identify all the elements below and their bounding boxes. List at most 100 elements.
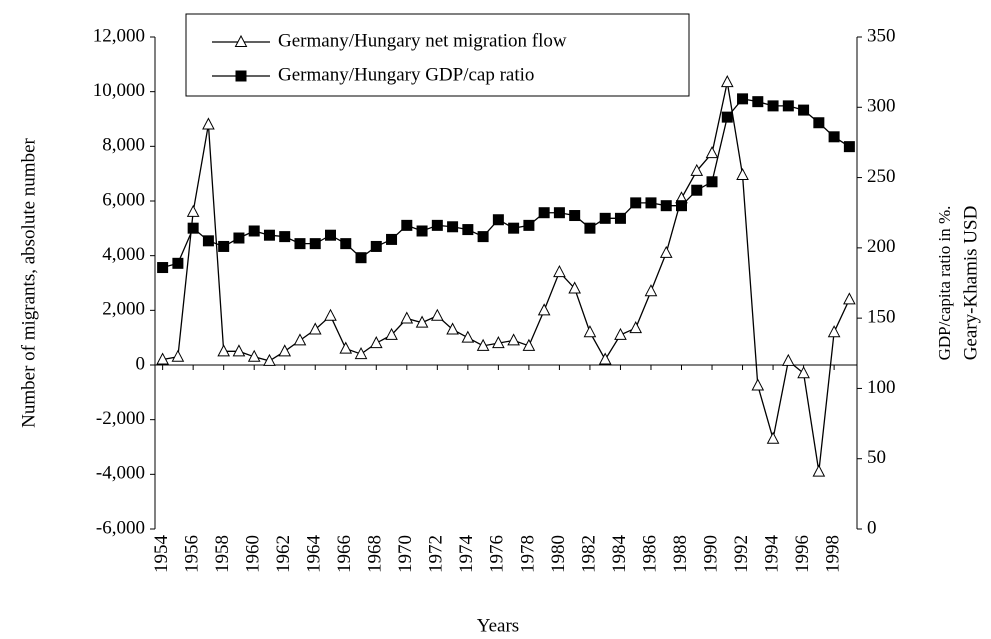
y2-tick-label: 300 <box>867 96 896 117</box>
marker <box>431 219 443 231</box>
marker <box>339 341 353 354</box>
marker <box>691 184 703 196</box>
x-tick-label: 1984 <box>609 535 630 574</box>
marker <box>766 431 780 444</box>
marker <box>751 378 765 391</box>
legend <box>185 13 690 97</box>
x-tick-label: 1954 <box>151 535 172 574</box>
marker <box>781 353 795 366</box>
marker <box>477 231 489 243</box>
marker <box>706 176 718 188</box>
marker <box>492 214 504 226</box>
x-tick-label: 1970 <box>395 535 416 573</box>
marker <box>369 336 383 349</box>
x-axis-label: Years <box>477 615 519 636</box>
marker <box>583 325 597 338</box>
x-tick-label: 1998 <box>822 535 843 573</box>
x-tick-label: 1994 <box>761 535 782 574</box>
x-tick-label: 1966 <box>334 535 355 573</box>
marker <box>386 233 398 245</box>
marker <box>752 96 764 108</box>
marker <box>507 333 520 346</box>
marker <box>171 349 185 362</box>
marker <box>553 207 565 219</box>
y2-tick-label: 200 <box>867 236 896 257</box>
marker <box>248 225 260 237</box>
marker <box>629 321 643 334</box>
marker <box>156 352 169 365</box>
x-tick-label: 1982 <box>578 535 599 573</box>
marker <box>598 352 612 365</box>
marker <box>568 281 582 294</box>
y-tick-label: 6,000 <box>102 189 145 210</box>
marker <box>415 315 429 328</box>
y-tick-label: -2,000 <box>96 408 145 429</box>
marker <box>430 308 444 321</box>
marker <box>508 222 520 234</box>
marker <box>690 163 704 176</box>
marker <box>721 111 733 123</box>
marker <box>737 93 749 105</box>
marker <box>202 235 214 247</box>
marker <box>263 229 275 241</box>
x-tick-label: 1978 <box>517 535 538 573</box>
legend-marker <box>234 34 248 47</box>
x-tick-label: 1996 <box>792 535 813 573</box>
marker <box>172 257 184 269</box>
y-tick-label: 0 <box>136 353 146 374</box>
marker <box>401 219 413 231</box>
marker <box>812 464 826 477</box>
marker <box>659 245 673 258</box>
marker <box>218 240 230 252</box>
x-tick-label: 1986 <box>639 535 660 573</box>
marker <box>308 322 322 335</box>
marker <box>309 238 321 250</box>
marker <box>324 308 337 321</box>
x-tick-label: 1990 <box>700 535 721 573</box>
marker <box>813 117 825 129</box>
x-tick-label: 1980 <box>548 535 569 573</box>
series-line <box>162 81 850 472</box>
marker <box>400 311 414 324</box>
legend-label: Germany/Hungary GDP/cap ratio <box>278 64 534 85</box>
series-line <box>162 98 850 269</box>
marker <box>416 225 428 237</box>
marker <box>370 240 382 252</box>
x-tick-label: 1968 <box>365 535 386 573</box>
marker <box>736 167 749 181</box>
marker <box>217 344 231 357</box>
marker <box>462 224 474 236</box>
marker <box>293 333 307 346</box>
marker <box>767 100 779 112</box>
y-tick-label: 4,000 <box>102 244 145 265</box>
y2-tick-label: 150 <box>867 307 896 328</box>
marker <box>263 353 276 366</box>
marker <box>614 327 627 340</box>
marker <box>446 322 459 335</box>
marker <box>340 238 352 250</box>
marker <box>232 344 246 357</box>
x-tick-label: 1992 <box>731 535 752 573</box>
marker <box>553 264 566 278</box>
y2-tick-label: 250 <box>867 166 896 187</box>
marker <box>584 222 596 234</box>
marker <box>279 231 291 243</box>
marker <box>569 210 581 222</box>
marker <box>233 232 245 244</box>
y-tick-label: 12,000 <box>93 25 145 46</box>
x-tick-label: 1962 <box>273 535 294 573</box>
marker <box>385 327 398 340</box>
y2-tick-label: 100 <box>867 377 896 398</box>
marker <box>798 104 810 116</box>
marker <box>476 338 490 351</box>
y2-tick-label: 0 <box>867 517 877 538</box>
marker <box>537 303 551 316</box>
marker <box>325 229 336 241</box>
marker <box>630 197 642 209</box>
marker <box>294 238 306 250</box>
x-tick-label: 1988 <box>670 535 691 573</box>
x-tick-label: 1956 <box>182 535 203 573</box>
legend-label: Germany/Hungary net migration flow <box>278 30 567 51</box>
